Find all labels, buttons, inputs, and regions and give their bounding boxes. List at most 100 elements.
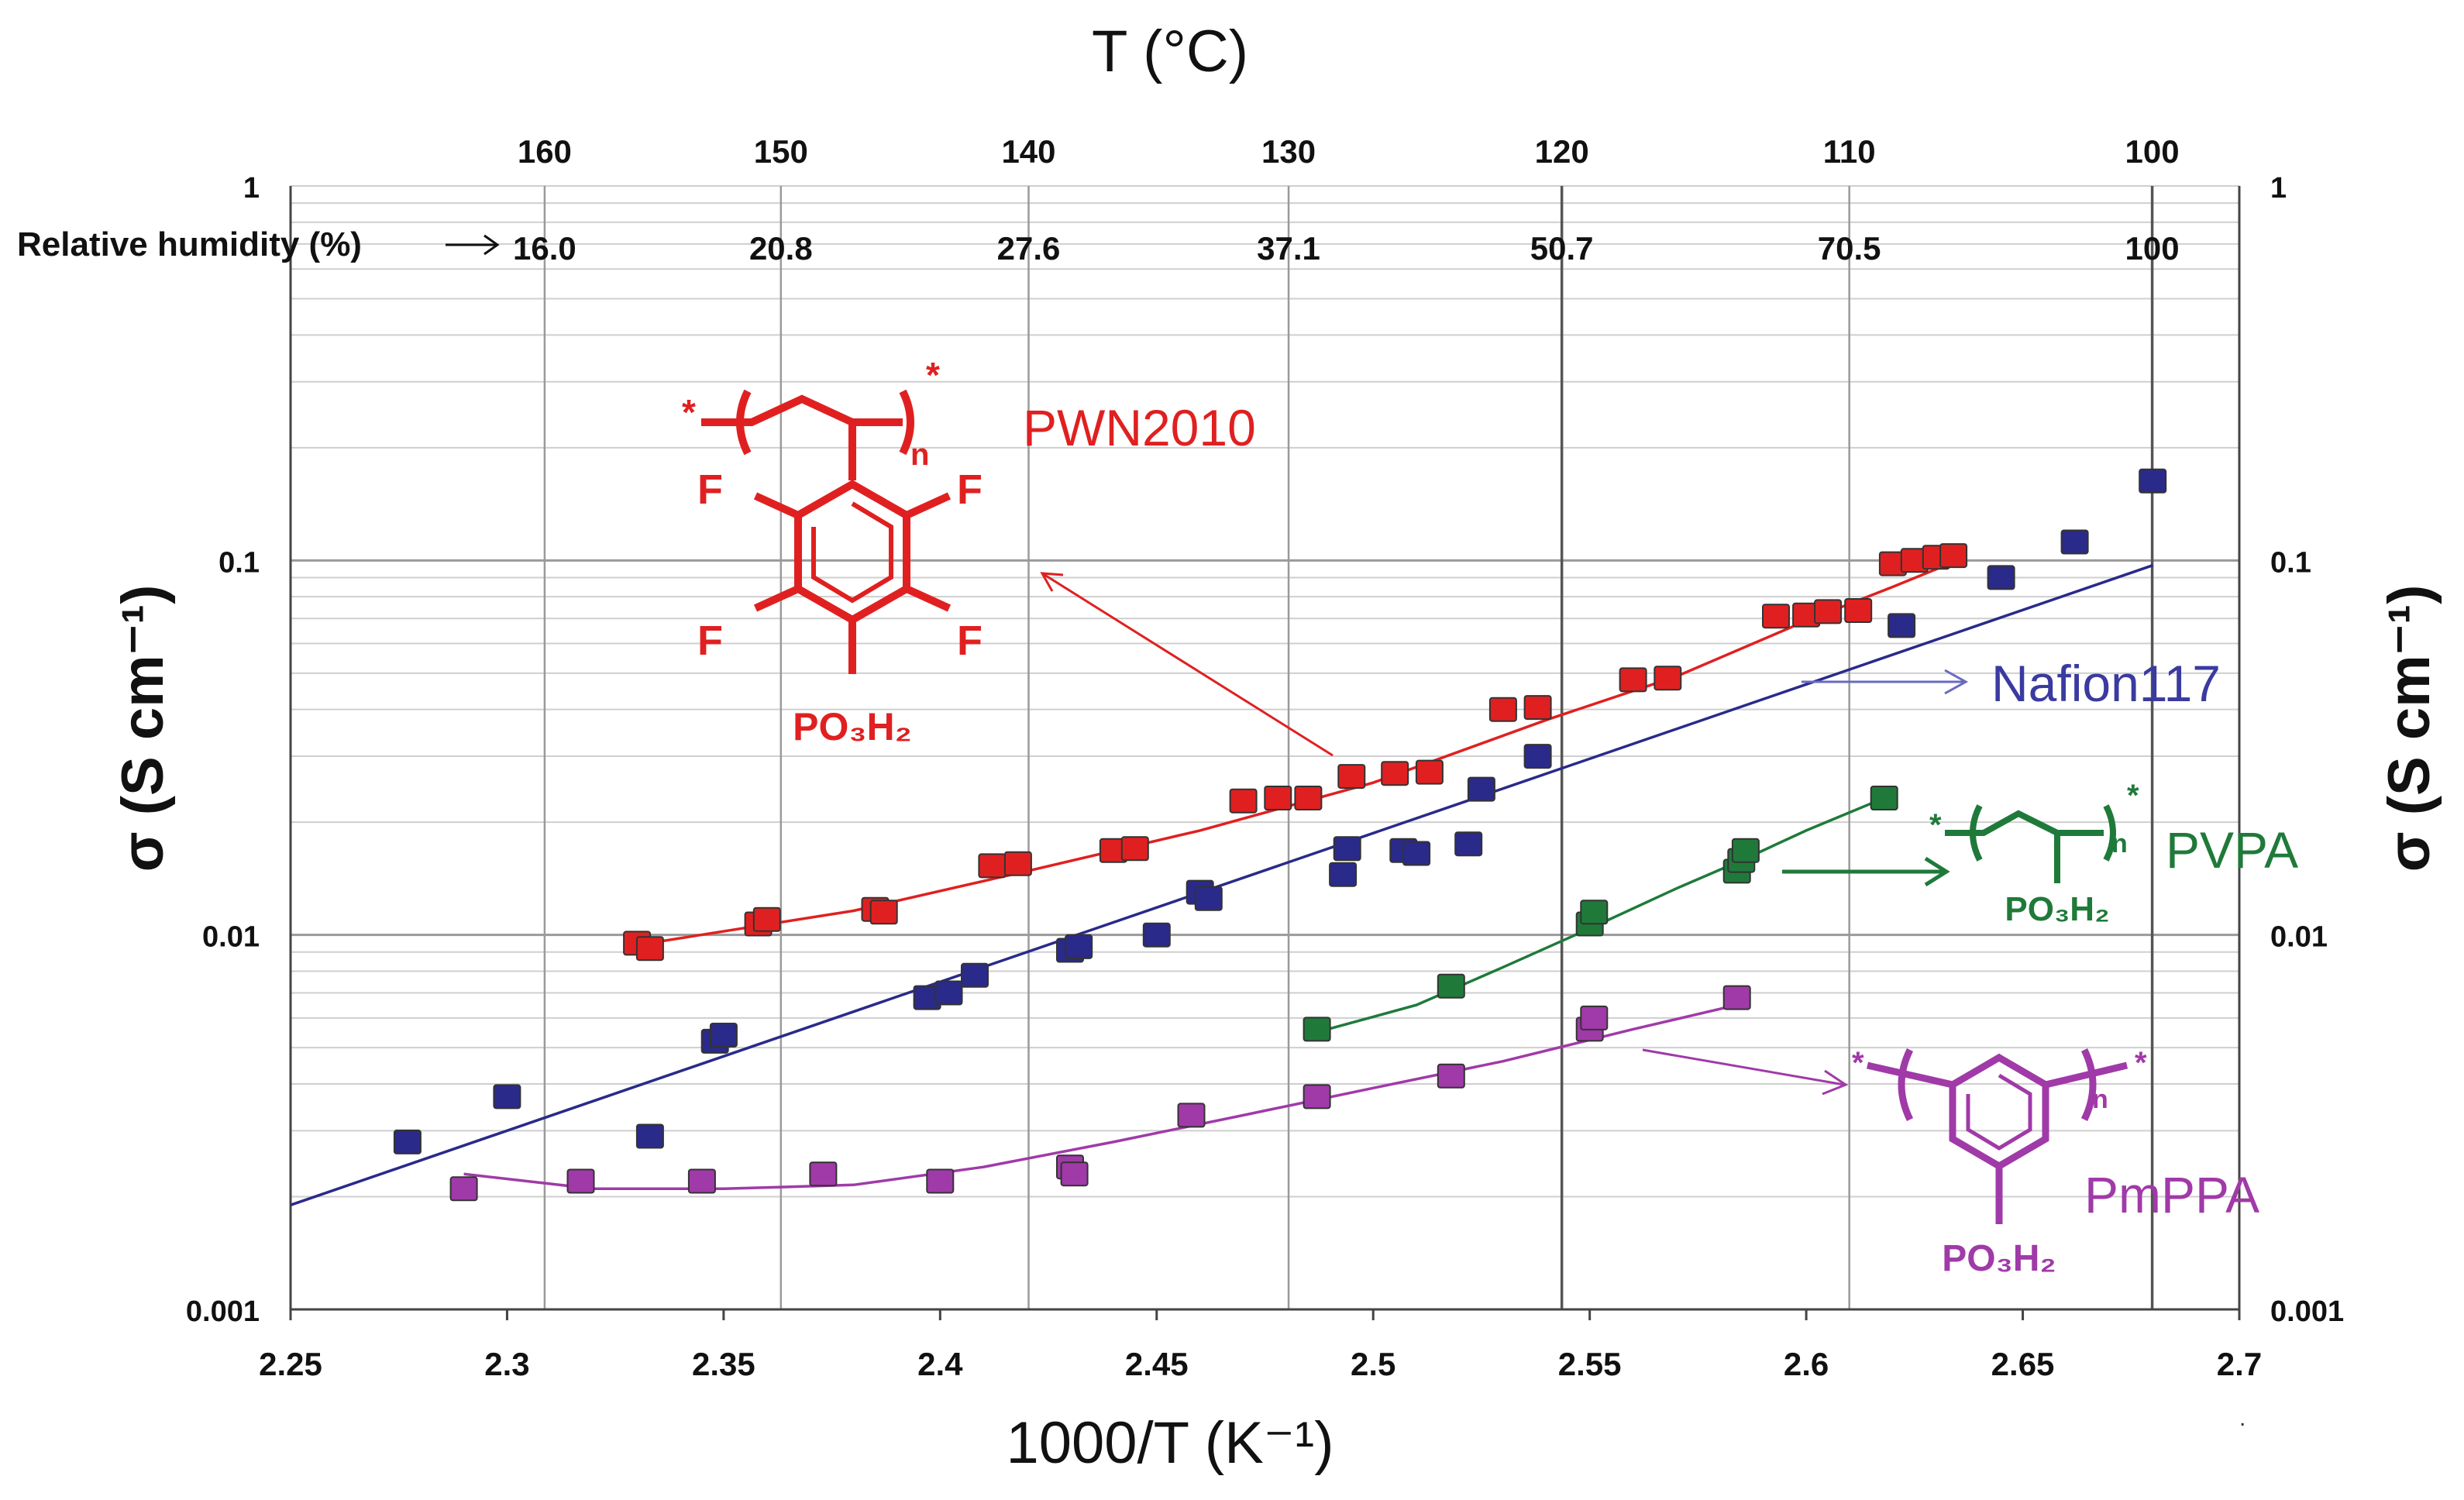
humidity-label: Relative humidity (%) bbox=[17, 225, 362, 263]
fit-line-nafion117 bbox=[290, 564, 2153, 1206]
marker-pmppa bbox=[1177, 1103, 1206, 1128]
y-tick-label-right: 0.1 bbox=[2270, 546, 2311, 579]
marker-pwn2010 bbox=[1003, 851, 1032, 876]
x-tick-label: 2.6 bbox=[1784, 1346, 1829, 1382]
x-tick-label: 2.3 bbox=[484, 1346, 529, 1382]
pwn-f-bottom-left: F bbox=[697, 618, 723, 664]
marker-pwn2010 bbox=[1294, 786, 1323, 810]
marker-pwn2010 bbox=[1337, 764, 1366, 790]
marker-pvpa bbox=[1303, 1017, 1331, 1042]
top-axis-title: T (°C) bbox=[1092, 19, 1248, 84]
y-tick-label-left: 0.1 bbox=[219, 546, 260, 579]
marker-pwn2010 bbox=[1814, 599, 1843, 624]
marker-pmppa bbox=[1060, 1161, 1089, 1187]
y-axis-title-right: σ (S cm⁻¹) bbox=[2376, 585, 2442, 872]
marker-pwn2010 bbox=[1844, 598, 1873, 623]
marker-pvpa bbox=[1731, 838, 1760, 863]
nafion-annotation-arrow bbox=[1802, 669, 1969, 695]
fit-line-pvpa bbox=[1316, 796, 1885, 1034]
pwn-annotation-arrow bbox=[1040, 572, 1334, 757]
marker-pwn2010 bbox=[1762, 604, 1790, 629]
humidity-tick: 27.6 bbox=[997, 230, 1061, 267]
marker-pmppa bbox=[449, 1176, 478, 1202]
humidity-tick: 16.0 bbox=[513, 230, 576, 267]
humidity-tick: 100 bbox=[2125, 230, 2180, 267]
x-tick-label: 2.4 bbox=[917, 1346, 963, 1382]
marker-nafion117 bbox=[393, 1129, 422, 1154]
plot-frame bbox=[289, 186, 2241, 1320]
pmppa-star-right: * bbox=[2135, 1046, 2147, 1080]
pmppa-structure bbox=[1867, 1048, 2128, 1224]
corner-dot: . bbox=[2239, 1405, 2245, 1431]
marker-pwn2010 bbox=[1654, 666, 1682, 691]
marker-pwn2010 bbox=[1619, 667, 1647, 693]
pwn-f-top-right: F bbox=[957, 466, 983, 513]
marker-pvpa bbox=[1580, 900, 1609, 925]
marker-pwn2010 bbox=[978, 853, 1007, 879]
marker-pvpa bbox=[1437, 973, 1465, 999]
x-tick-label: 2.25 bbox=[259, 1346, 322, 1382]
pwn-phosphonic-group: PO₃H₂ bbox=[793, 705, 912, 748]
y-tick-label-left: 1 bbox=[243, 172, 260, 205]
fit-line-pmppa bbox=[463, 1003, 1738, 1191]
humidity-tick: 70.5 bbox=[1818, 230, 1881, 267]
marker-nafion117 bbox=[934, 980, 963, 1006]
y-tick-label-right: 0.01 bbox=[2270, 921, 2328, 954]
tick-labels: 160 16.0 150 20.8 140 27.6 130 37.1 120 50.7 110 70… bbox=[186, 133, 2344, 1382]
marker-pwn2010 bbox=[1381, 761, 1409, 786]
top-temp-tick: 110 bbox=[1823, 133, 1876, 170]
marker-nafion117 bbox=[709, 1023, 738, 1048]
marker-pwn2010 bbox=[1415, 759, 1444, 785]
marker-nafion117 bbox=[1987, 565, 2015, 590]
x-tick-label: 2.45 bbox=[1125, 1346, 1189, 1382]
label-pmppa: PmPPA bbox=[2084, 1166, 2259, 1223]
x-axis-title: 1000/T (K⁻¹) bbox=[1006, 1410, 1334, 1476]
pmppa-annotation-arrow bbox=[1642, 1048, 1849, 1096]
marker-nafion117 bbox=[1402, 841, 1431, 866]
marker-nafion117 bbox=[1194, 886, 1223, 911]
fit-lines bbox=[290, 559, 2153, 1206]
marker-nafion117 bbox=[2139, 468, 2167, 494]
marker-pmppa bbox=[809, 1161, 838, 1187]
marker-nafion117 bbox=[1454, 831, 1483, 857]
marker-pwn2010 bbox=[1229, 788, 1258, 814]
marker-pwn2010 bbox=[1488, 697, 1517, 722]
pvpa-star-right: * bbox=[2127, 779, 2139, 813]
pmppa-structure-text: * * n PO₃H₂ bbox=[1852, 1046, 2147, 1279]
label-pvpa: PVPA bbox=[2166, 821, 2298, 879]
marker-nafion117 bbox=[1329, 862, 1358, 887]
y-tick-label-left: 0.001 bbox=[186, 1295, 260, 1328]
marker-nafion117 bbox=[1888, 613, 1916, 638]
marker-nafion117 bbox=[1065, 934, 1093, 959]
y-tick-label-right: 0.001 bbox=[2270, 1295, 2344, 1328]
pmppa-phosphonic-group: PO₃H₂ bbox=[1942, 1238, 2056, 1279]
pvpa-n: n bbox=[2111, 829, 2128, 858]
pwn-star-right: * bbox=[926, 355, 940, 395]
humidity-arrow bbox=[446, 234, 500, 256]
marker-nafion117 bbox=[1467, 776, 1495, 802]
marker-pmppa bbox=[926, 1168, 955, 1194]
marker-pwn2010 bbox=[1939, 543, 1968, 569]
top-temp-tick: 120 bbox=[1535, 133, 1589, 170]
marker-nafion117 bbox=[2060, 529, 2089, 555]
marker-pwn2010 bbox=[1523, 695, 1552, 721]
humidity-tick: 37.1 bbox=[1257, 230, 1320, 267]
marker-nafion117 bbox=[1523, 744, 1552, 769]
marker-pmppa bbox=[1580, 1005, 1609, 1030]
top-temp-tick: 150 bbox=[754, 133, 808, 170]
y-axis-title-left: σ (S cm⁻¹) bbox=[110, 585, 176, 872]
pvpa-structure bbox=[1945, 804, 2116, 883]
x-tick-label: 2.65 bbox=[1991, 1346, 2055, 1382]
humidity-tick: 20.8 bbox=[749, 230, 813, 267]
marker-nafion117 bbox=[493, 1084, 521, 1110]
marker-pmppa bbox=[566, 1168, 595, 1194]
x-tick-label: 2.55 bbox=[1558, 1346, 1622, 1382]
label-nafion117: Nafion117 bbox=[1991, 655, 2221, 712]
pvpa-star-left: * bbox=[1929, 808, 1942, 842]
pvpa-annotation-arrow bbox=[1782, 856, 1950, 887]
grid-lines bbox=[291, 185, 2239, 1311]
marker-pmppa bbox=[1303, 1084, 1331, 1110]
marker-nafion117 bbox=[961, 962, 989, 988]
marker-pvpa bbox=[1870, 786, 1898, 810]
